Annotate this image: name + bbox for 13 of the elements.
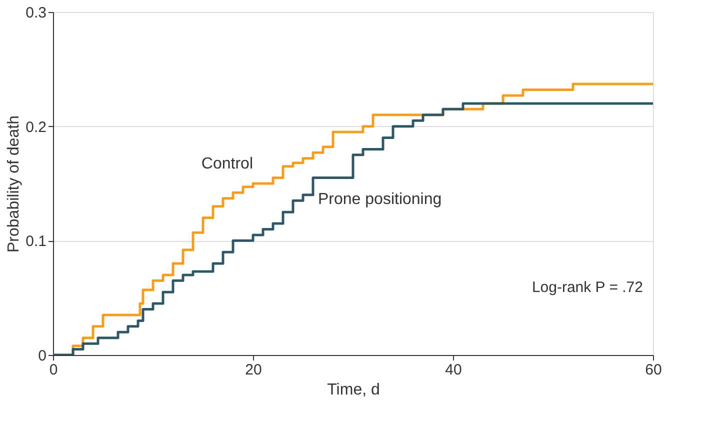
x-axis-title: Time, d	[327, 382, 380, 398]
x-tick-label: 0	[49, 362, 58, 378]
y-tick-label: 0.1	[26, 233, 46, 250]
y-tick-label: 0	[38, 348, 46, 364]
y-tick-label: 0.3	[26, 4, 46, 22]
x-tick-label: 40	[445, 362, 462, 378]
series-label: Prone positioning	[318, 190, 442, 208]
series-label: Control	[201, 156, 253, 172]
annotation: Log-rank P = .72	[532, 279, 643, 296]
y-axis-title: Probability of death	[6, 116, 23, 252]
y-tick-label: 0.2	[26, 118, 46, 136]
x-tick-label: 60	[645, 362, 662, 378]
x-tick-label: 20	[245, 362, 262, 378]
